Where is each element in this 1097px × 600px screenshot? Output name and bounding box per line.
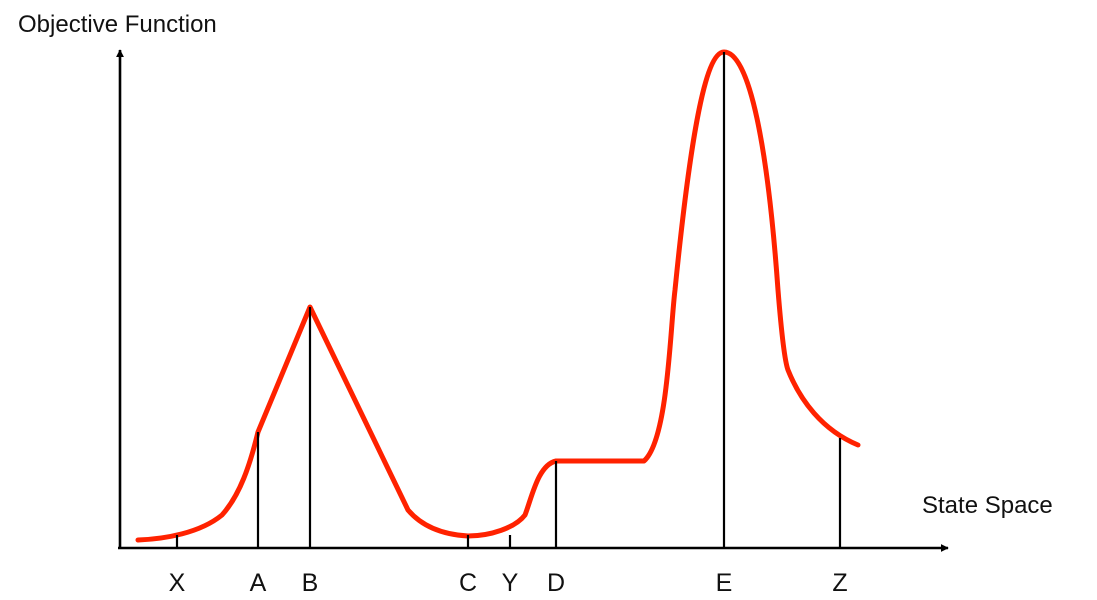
x-axis-title: State Space	[922, 492, 1053, 519]
state-label-z: Z	[832, 569, 847, 597]
state-label-d: D	[547, 569, 565, 597]
state-label-b: B	[302, 569, 319, 597]
state-label-y: Y	[502, 569, 519, 597]
state-label-c: C	[459, 569, 477, 597]
state-label-a: A	[250, 569, 267, 597]
state-label-e: E	[716, 569, 733, 597]
objective-function-curve	[135, 49, 861, 543]
y-axis-title: Objective Function	[18, 11, 217, 38]
state-label-x: X	[169, 569, 186, 597]
